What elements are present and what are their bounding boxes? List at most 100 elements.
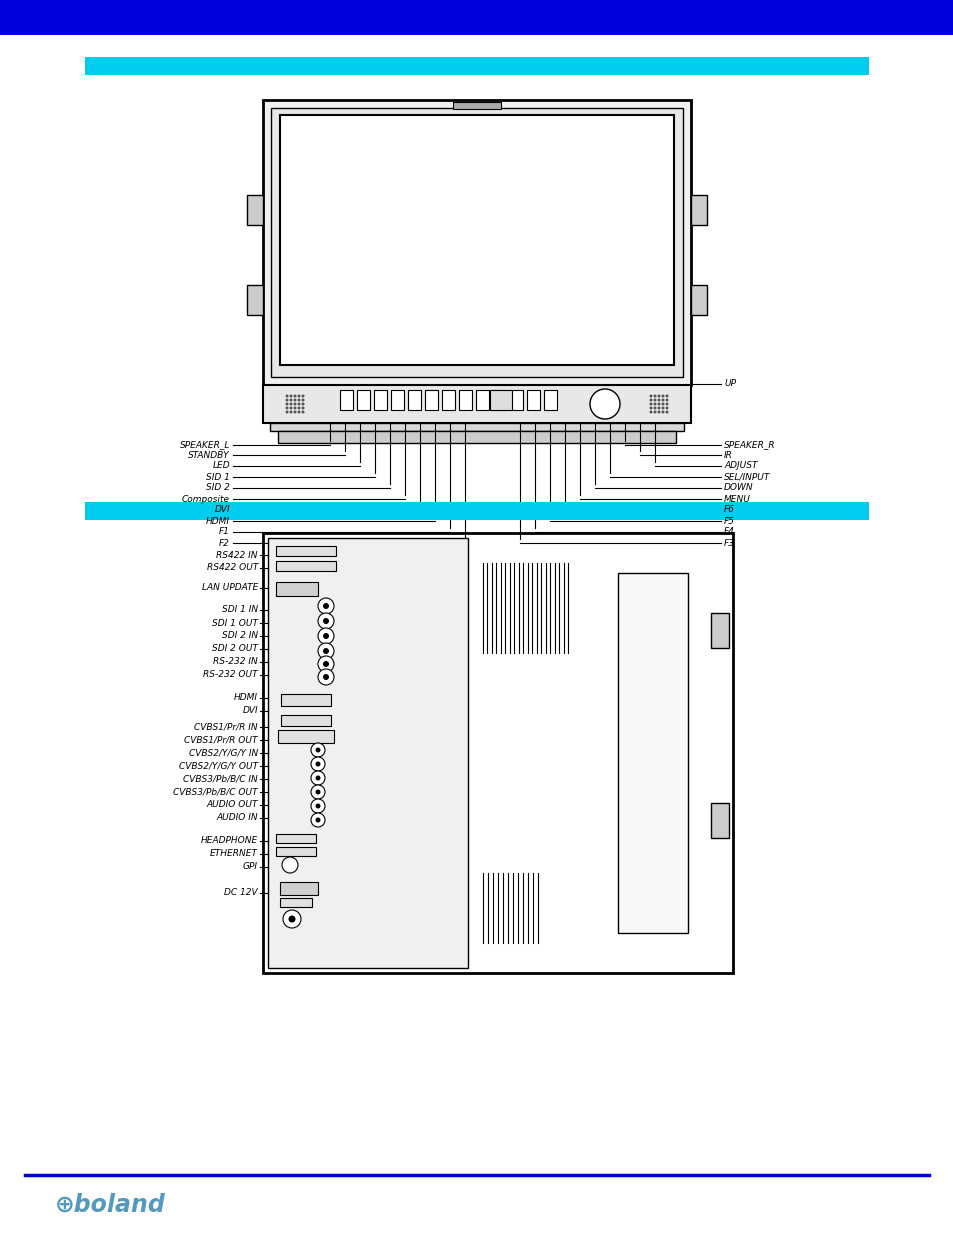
Circle shape (660, 394, 664, 398)
Text: SEL/INPUT: SEL/INPUT (723, 473, 770, 482)
Circle shape (311, 771, 325, 785)
Circle shape (660, 399, 664, 401)
Text: SID 1: SID 1 (206, 473, 230, 482)
Bar (441, 390, 455, 410)
Circle shape (657, 399, 659, 401)
Bar (391, 390, 403, 410)
Bar (0, 0, 953, 35)
Circle shape (653, 394, 656, 398)
Bar (476, 390, 489, 410)
Text: SPEAKER_L: SPEAKER_L (179, 441, 230, 450)
Bar (339, 390, 353, 410)
Circle shape (311, 757, 325, 771)
Circle shape (294, 399, 296, 401)
Bar (710, 613, 728, 648)
Text: AUDIO IN: AUDIO IN (216, 814, 257, 823)
Circle shape (660, 403, 664, 405)
Text: ADJUST: ADJUST (723, 462, 757, 471)
Circle shape (311, 799, 325, 813)
Bar (690, 285, 706, 315)
Text: ETHERNET: ETHERNET (210, 850, 257, 858)
Bar (356, 390, 370, 410)
Circle shape (649, 399, 652, 401)
Bar (374, 390, 387, 410)
Circle shape (283, 910, 301, 927)
Circle shape (657, 406, 659, 410)
Bar (275, 834, 315, 844)
Circle shape (289, 394, 293, 398)
Bar (543, 390, 557, 410)
Circle shape (289, 399, 293, 401)
Bar (458, 390, 472, 410)
Text: CVBS3/Pb/B/C IN: CVBS3/Pb/B/C IN (183, 774, 257, 783)
Circle shape (317, 656, 334, 672)
Bar (275, 561, 335, 571)
Text: LED: LED (213, 462, 230, 471)
Text: DVI: DVI (242, 706, 257, 715)
Circle shape (589, 389, 619, 419)
Bar (280, 882, 317, 895)
Text: RS-232 OUT: RS-232 OUT (203, 671, 257, 679)
Bar (277, 730, 334, 743)
Text: RS422 IN: RS422 IN (216, 551, 257, 559)
Circle shape (649, 410, 652, 414)
Circle shape (653, 406, 656, 410)
Text: LAN UPDATE: LAN UPDATE (201, 583, 257, 593)
Circle shape (297, 403, 300, 405)
Bar (263, 534, 732, 973)
Circle shape (301, 399, 304, 401)
Text: F6: F6 (723, 505, 734, 515)
Circle shape (294, 410, 296, 414)
Circle shape (285, 410, 288, 414)
Text: IR: IR (723, 451, 732, 459)
Circle shape (285, 394, 288, 398)
Circle shape (297, 410, 300, 414)
Circle shape (649, 403, 652, 405)
Circle shape (289, 410, 293, 414)
Text: UP: UP (723, 379, 735, 389)
Bar (263, 100, 690, 385)
Circle shape (665, 403, 668, 405)
Text: SID 2: SID 2 (206, 483, 230, 493)
Bar (280, 898, 312, 906)
Circle shape (301, 394, 304, 398)
Text: CVBS1/Pr/R OUT: CVBS1/Pr/R OUT (184, 736, 257, 745)
Circle shape (311, 743, 325, 757)
Circle shape (301, 403, 304, 405)
Text: F3: F3 (723, 538, 734, 547)
Text: AUDIO OUT: AUDIO OUT (206, 800, 257, 809)
Text: CVBS3/Pb/B/C OUT: CVBS3/Pb/B/C OUT (173, 788, 257, 797)
Circle shape (315, 804, 320, 809)
Text: F5: F5 (723, 516, 734, 526)
Bar (493, 390, 505, 410)
Bar (281, 715, 331, 726)
Circle shape (315, 747, 320, 752)
Bar (710, 803, 728, 839)
Bar (275, 847, 315, 856)
Bar (618, 573, 687, 932)
Circle shape (297, 399, 300, 401)
Text: STANDBY: STANDBY (188, 451, 230, 459)
Text: DC 12V: DC 12V (224, 888, 257, 898)
Bar (690, 195, 706, 225)
Text: ⊕boland: ⊕boland (55, 1193, 166, 1216)
Circle shape (649, 406, 652, 410)
Bar (490, 390, 512, 410)
Circle shape (297, 394, 300, 398)
Text: DOWN: DOWN (723, 483, 753, 493)
Circle shape (660, 410, 664, 414)
Text: RS422 OUT: RS422 OUT (207, 563, 257, 573)
Circle shape (323, 603, 329, 609)
Bar (247, 285, 263, 315)
Bar (271, 107, 682, 377)
Circle shape (657, 410, 659, 414)
Circle shape (317, 629, 334, 643)
Text: DVI: DVI (214, 505, 230, 515)
Circle shape (311, 813, 325, 827)
Text: SDI 1 OUT: SDI 1 OUT (212, 619, 257, 627)
Circle shape (653, 410, 656, 414)
Circle shape (315, 818, 320, 823)
Circle shape (317, 669, 334, 685)
Circle shape (294, 406, 296, 410)
Text: F4: F4 (723, 527, 734, 536)
